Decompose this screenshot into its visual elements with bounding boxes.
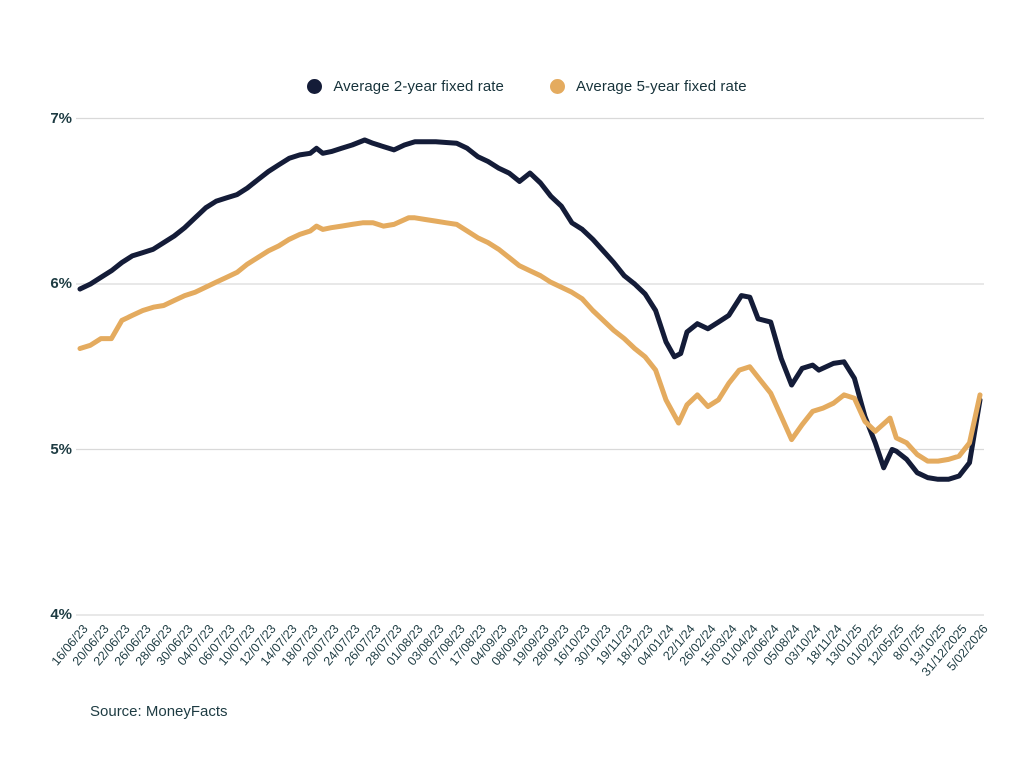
legend-label-5yr: Average 5-year fixed rate: [576, 78, 747, 95]
y-tick-label: 4%: [50, 606, 72, 623]
y-tick-label: 5%: [50, 440, 72, 458]
legend-item-5yr-fixed: Average 5-year fixed rate: [550, 78, 747, 95]
y-tick-label: 6%: [50, 275, 72, 292]
series-line-5yr-fixed: [77, 215, 983, 464]
legend-label-2yr: Average 2-year fixed rate: [333, 78, 504, 95]
y-tick-label: 7%: [50, 109, 72, 127]
legend-dot-5yr-icon: [550, 79, 565, 94]
source-caption: Source: MoneyFacts: [90, 703, 228, 720]
chart-legend: Average 2-year fixed rate Average 5-year…: [0, 78, 1024, 95]
series-line-2yr-fixed: [77, 137, 983, 482]
legend-item-2yr-fixed: Average 2-year fixed rate: [307, 78, 504, 95]
legend-dot-2yr-icon: [307, 79, 323, 94]
